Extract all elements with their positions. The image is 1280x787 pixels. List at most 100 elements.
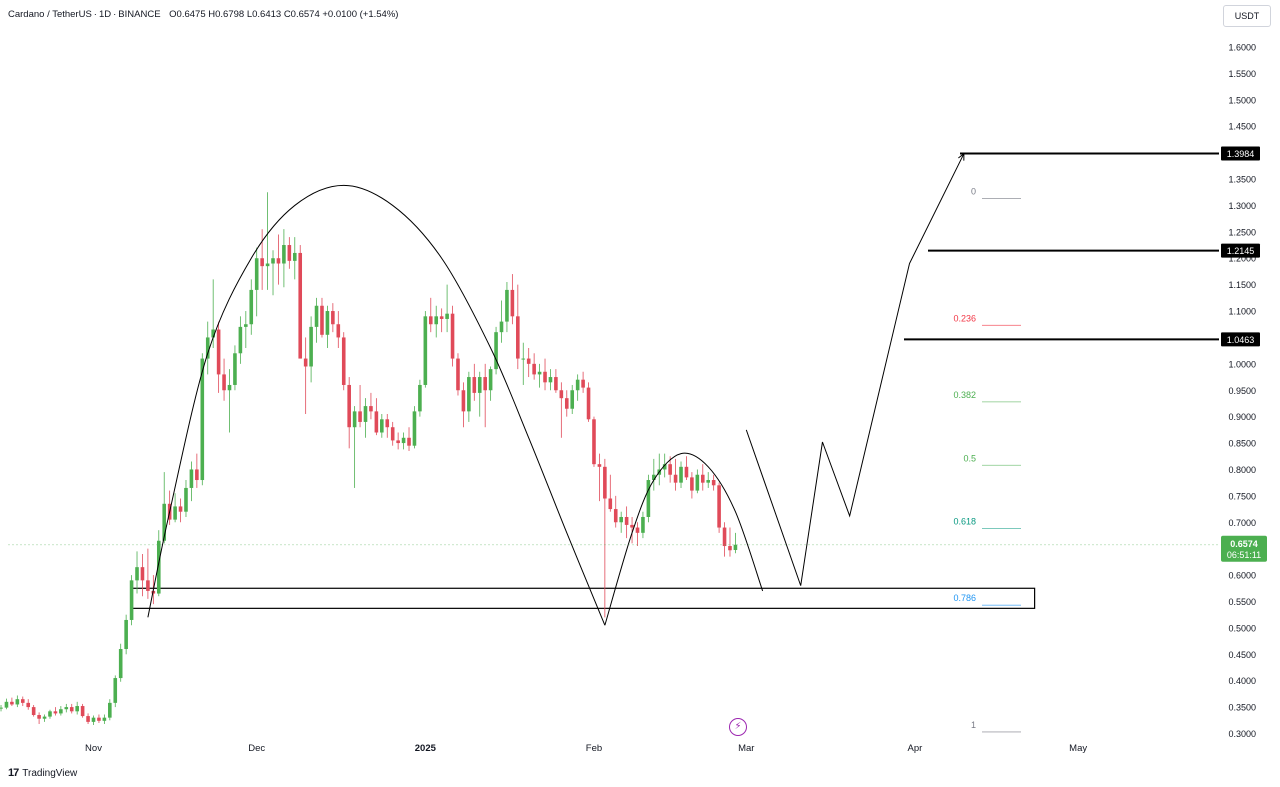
candle-body (679, 466, 683, 483)
time-axis[interactable]: Nov Dec 2025 Feb Mar Apr May (85, 743, 1087, 754)
candle-body (548, 377, 553, 383)
candle-body (412, 411, 417, 446)
price-tick-label: 0.7500 (1228, 491, 1256, 501)
candle-body (26, 702, 31, 708)
candle-body (467, 377, 471, 412)
drawings-layer (8, 152, 1219, 626)
candle-body (244, 324, 248, 327)
fib-level-label: 0.382 (953, 390, 976, 400)
time-tick-label: May (1069, 743, 1087, 754)
candle-body (113, 678, 118, 703)
flash-icon[interactable]: ⚡ (729, 718, 747, 736)
time-tick-label: Dec (248, 743, 265, 754)
candle-body (292, 252, 297, 261)
price-tick-label: 0.4500 (1228, 650, 1256, 660)
exchange: BINANCE (118, 9, 161, 20)
candle-body (216, 329, 221, 375)
price-tick-label: 1.5000 (1228, 95, 1256, 105)
price-tick-label: 0.8500 (1228, 439, 1256, 449)
candle-body (434, 316, 439, 325)
candle-body (603, 466, 607, 499)
price-tick-label: 0.8000 (1228, 465, 1256, 475)
candle-body (597, 464, 602, 467)
candle-body (363, 406, 368, 422)
candle-body (483, 377, 487, 391)
candle-body (347, 384, 351, 428)
candle-body (385, 419, 390, 428)
candle-body (4, 701, 9, 708)
price-tick-label: 1.2000 (1228, 254, 1256, 264)
candle-body (10, 701, 14, 705)
time-tick-label: Nov (85, 743, 102, 754)
candle-body (53, 711, 58, 714)
candle-body (129, 580, 134, 620)
candle-body (499, 321, 504, 333)
candle-body (369, 406, 373, 412)
candle-body (178, 506, 183, 512)
candle-body (184, 487, 188, 512)
price-tick-label: 0.3000 (1228, 729, 1256, 739)
high-value: H0.6798 (208, 9, 245, 20)
fib-level-label: 1 (971, 720, 976, 730)
candle-body (227, 384, 232, 391)
candle-body (684, 466, 689, 478)
candle-body (146, 580, 150, 591)
candle-body (298, 252, 303, 359)
target-price-label: 1.3984 (1227, 149, 1255, 159)
candle-body (706, 480, 711, 483)
fib-level-label: 0.786 (953, 593, 976, 603)
candle-body (516, 316, 520, 359)
last-price-value: 0.6574 (1230, 539, 1258, 549)
projection-path (745, 153, 965, 586)
close-value: C0.6574 (283, 9, 320, 20)
candle-body (336, 324, 341, 338)
candle-body (646, 480, 651, 517)
currency-selector[interactable]: USDT (1223, 5, 1271, 27)
candle-body (619, 516, 623, 523)
candle-body (75, 706, 79, 712)
candle-body (325, 311, 330, 335)
tradingview-logo[interactable]: 17 TradingView (8, 767, 77, 779)
price-tick-label: 1.1500 (1228, 280, 1256, 290)
candle-body (581, 379, 585, 388)
candle-body (309, 326, 313, 367)
candle-body (733, 544, 738, 550)
candle-body (303, 358, 308, 367)
candle-body (472, 377, 477, 393)
candle-body (624, 516, 629, 525)
candle-body (287, 245, 292, 261)
candle-body (559, 390, 564, 399)
interval[interactable]: 1D (98, 9, 112, 20)
candle-body (140, 567, 145, 581)
candle-body (200, 358, 205, 481)
symbol-header: Cardano / TetherUS · 1D · BINANCE O0.6475 H0… (8, 9, 399, 20)
candle-body (97, 717, 101, 721)
candle-body (320, 305, 324, 335)
price-axis[interactable]: 1.60001.55001.50001.45001.40001.35001.30… (1221, 43, 1267, 740)
candle-body (728, 546, 732, 551)
candle-body (205, 337, 210, 359)
time-tick-label: Feb (586, 743, 602, 754)
tv-logo-icon: 17 (8, 767, 19, 779)
candle-body (461, 390, 466, 412)
fib-level-label: 0.5 (963, 453, 976, 463)
candle-body (20, 699, 25, 703)
price-tick-label: 0.9000 (1228, 412, 1256, 422)
candle-body (358, 411, 362, 422)
candle-body (331, 311, 335, 325)
candle-body (91, 717, 96, 722)
fib-level-label: 0.618 (953, 517, 976, 527)
price-tick-label: 0.5000 (1228, 623, 1256, 633)
candle-body (282, 245, 286, 264)
plot-area[interactable] (8, 30, 1215, 758)
candle-body (341, 337, 346, 385)
price-tick-label: 0.7000 (1228, 518, 1256, 528)
candle-body (652, 474, 656, 481)
time-tick-label: Mar (738, 743, 754, 754)
symbol-name[interactable]: Cardano / TetherUS (8, 9, 92, 20)
candle-body (238, 326, 243, 354)
candle-body (271, 258, 275, 264)
target-price-badge (1221, 332, 1260, 347)
candle-body (211, 329, 215, 338)
